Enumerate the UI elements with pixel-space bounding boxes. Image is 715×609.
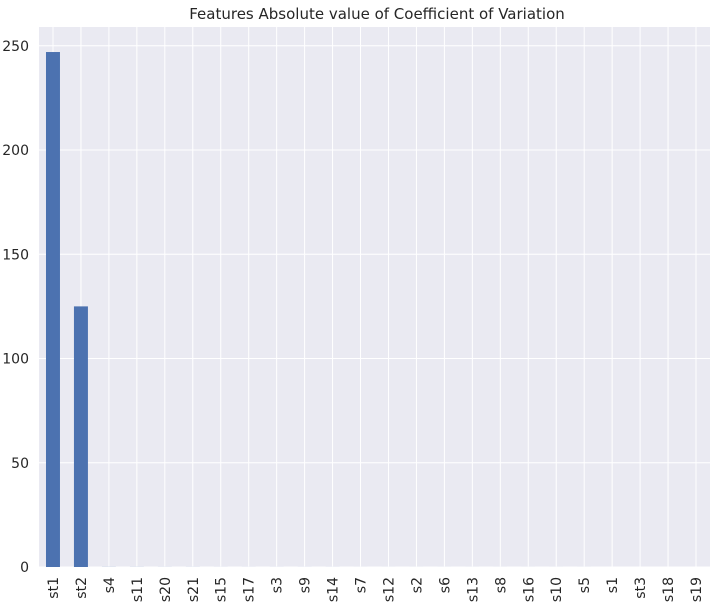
x-tick-label-s10: s10 <box>549 577 565 602</box>
x-tick-label-s16: s16 <box>521 577 537 602</box>
x-tick-label-s19: s19 <box>689 577 705 602</box>
x-axis-ticks: st1 st2 s4 s11 s20 s21 s15 s17 s3 s9 s14 s7 s12 s2 s6 s… <box>46 577 705 602</box>
x-tick-label-s5: s5 <box>577 577 593 593</box>
x-tick-label-s14: s14 <box>326 577 342 602</box>
x-tick-label-s21: s21 <box>186 577 202 602</box>
y-tick-label: 150 <box>2 247 29 263</box>
y-tick-label: 50 <box>11 456 29 472</box>
x-tick-label-s20: s20 <box>158 577 174 602</box>
x-tick-label-s17: s17 <box>242 577 258 602</box>
x-tick-label-s2: s2 <box>409 577 425 593</box>
x-tick-label-s18: s18 <box>661 577 677 602</box>
x-tick-label-st3: st3 <box>633 577 649 599</box>
x-tick-label-s4: s4 <box>102 577 118 593</box>
x-tick-label-s8: s8 <box>493 577 509 593</box>
y-tick-label: 0 <box>20 560 29 576</box>
y-tick-label: 200 <box>2 143 29 159</box>
x-tick-label-s1: s1 <box>605 577 621 593</box>
x-tick-label-s15: s15 <box>214 577 230 602</box>
x-tick-label-s13: s13 <box>465 577 481 602</box>
bar-st2 <box>74 306 88 567</box>
y-tick-label: 250 <box>2 39 29 55</box>
chart-title: Features Absolute value of Coefficient o… <box>189 5 565 23</box>
plot-background <box>39 27 710 567</box>
x-tick-label-s12: s12 <box>381 577 397 602</box>
bar-st1 <box>46 52 60 567</box>
x-tick-label-s11: s11 <box>130 577 146 602</box>
x-tick-label-s3: s3 <box>270 577 286 593</box>
y-axis-ticks: 0 50 100 150 200 250 <box>2 39 29 576</box>
x-tick-label-st1: st1 <box>46 577 62 599</box>
x-tick-label-s9: s9 <box>298 577 314 593</box>
x-tick-label-s6: s6 <box>437 577 453 593</box>
x-tick-label-s7: s7 <box>354 577 370 593</box>
x-tick-label-st2: st2 <box>74 577 90 599</box>
y-tick-label: 100 <box>2 352 29 368</box>
